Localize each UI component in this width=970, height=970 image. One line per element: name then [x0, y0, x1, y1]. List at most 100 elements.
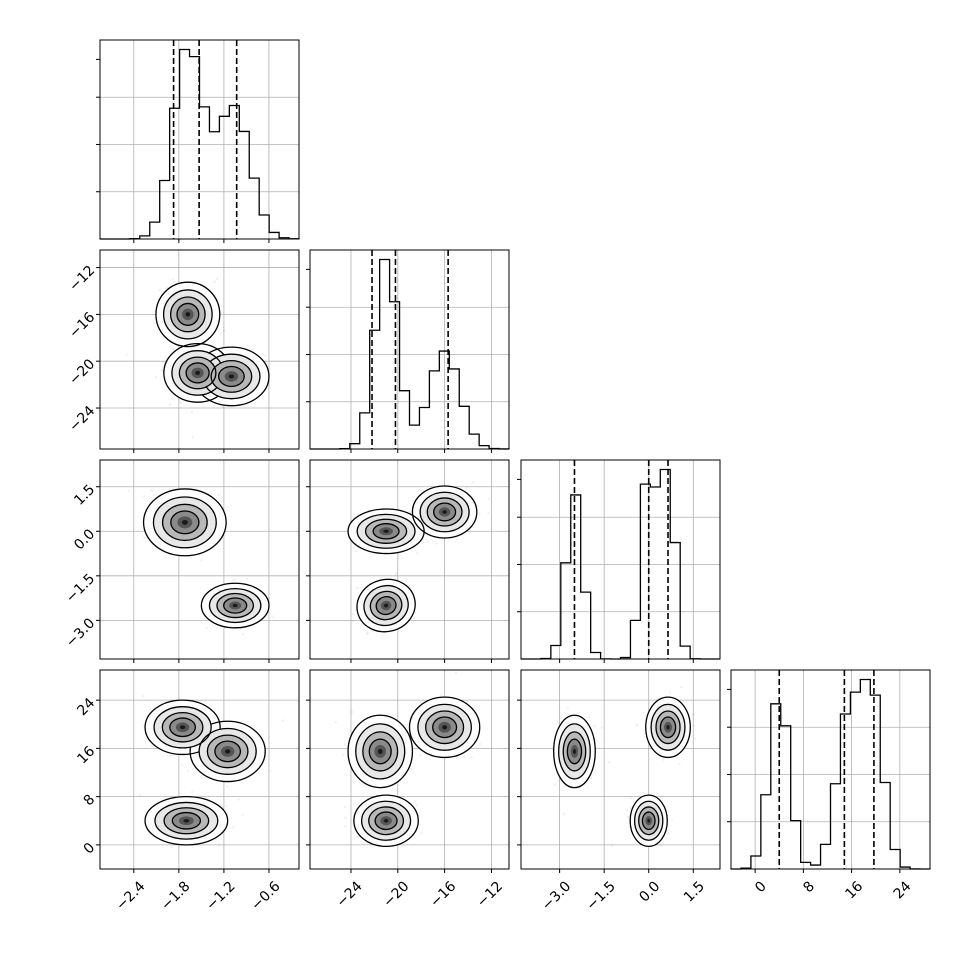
contour-line: [433, 502, 457, 522]
panel-content: [310, 670, 509, 869]
contour-line: [171, 811, 202, 830]
scatter-point: [268, 769, 272, 773]
contour-line: [356, 578, 416, 633]
scatter-point: [138, 794, 142, 797]
x-tick-label: −20: [380, 878, 412, 910]
contour-line: [169, 717, 197, 738]
panel-frame: [309, 249, 510, 450]
panel-frame: [520, 459, 721, 660]
contour-line: [641, 811, 656, 831]
x-tick-label: 1.5: [681, 878, 708, 905]
scatter-point: [607, 761, 611, 764]
histogram-3: [730, 678, 931, 870]
contour-fill: [666, 725, 670, 730]
scatter-point: [635, 723, 639, 727]
scatter-point: [680, 686, 683, 689]
scatter-point: [199, 775, 203, 779]
hist-panel-1: [306, 249, 510, 453]
scatter-point: [213, 280, 216, 284]
contour-fill: [195, 370, 201, 376]
scatter-point: [600, 726, 604, 729]
contour-line: [169, 296, 206, 333]
contour-line: [153, 706, 212, 749]
x-tick-label: 16: [842, 878, 866, 902]
scatter-point: [471, 480, 475, 484]
scatter-point: [245, 577, 249, 581]
scatter-point: [487, 511, 490, 515]
scatter-point: [169, 753, 173, 757]
contour-fill: [179, 725, 186, 730]
y-tick-label: 1.5: [71, 482, 98, 509]
scatter-point: [394, 572, 398, 576]
scatter-point: [263, 354, 267, 357]
scatter-point: [127, 489, 131, 493]
contour-line: [161, 503, 208, 542]
scatter-point: [241, 632, 245, 636]
contour-line: [356, 513, 416, 549]
scatter-point: [267, 735, 271, 739]
hist-grid: [521, 460, 720, 659]
scatter-point: [205, 626, 208, 630]
scatter-point: [351, 619, 355, 623]
scatter-point: [422, 538, 425, 542]
panel-frame: [309, 669, 510, 870]
scatter-point: [170, 845, 174, 849]
contour-line: [558, 723, 591, 780]
scatter-point: [415, 804, 418, 807]
scatter-point: [343, 824, 347, 828]
contour-line: [363, 584, 409, 627]
scatter-point: [625, 808, 628, 812]
panel-content: [100, 670, 299, 869]
hist-grid: [310, 250, 509, 449]
scatter-point: [407, 584, 411, 587]
contour-line: [432, 716, 458, 739]
scatter-point: [670, 818, 674, 822]
scatter-point: [397, 553, 401, 556]
scatter-point: [143, 536, 146, 540]
scatter-point: [553, 783, 556, 786]
scatter-point: [233, 578, 237, 581]
scatter-point: [381, 634, 384, 638]
scatter-point: [477, 511, 481, 515]
hist-panel-3: [727, 669, 931, 873]
scatter-point: [589, 776, 593, 780]
x-tick-label: 8: [800, 878, 818, 896]
x-tick-label: −12: [474, 878, 506, 910]
pair-panel-2-1: [306, 459, 510, 663]
x-tick-label: −1.5: [584, 878, 619, 913]
contour-line: [411, 485, 478, 539]
contour-line: [374, 811, 398, 831]
scatter-point: [180, 763, 184, 767]
x-tick-label: −3.0: [539, 878, 574, 913]
scatter-point: [168, 487, 172, 491]
panel-frame: [99, 459, 300, 660]
scatter-point: [413, 617, 416, 621]
contour-fill: [377, 748, 383, 755]
y-tick-label: 0: [81, 840, 99, 858]
scatter-point: [231, 578, 234, 582]
contour-line: [154, 801, 219, 840]
y-tick-label: 16: [74, 743, 98, 767]
y-tick-label: −16: [66, 309, 98, 341]
scatter-point: [478, 743, 482, 746]
contour-line: [353, 794, 419, 848]
scatter-point: [168, 755, 172, 758]
contour-fill: [383, 818, 389, 823]
contour-fill: [647, 818, 651, 823]
scatter-point: [662, 758, 665, 761]
x-tick-label: −1.2: [203, 878, 238, 913]
scatter-point: [566, 706, 570, 709]
scatter-point: [343, 805, 347, 809]
panel-frame: [730, 669, 931, 870]
scatter-point: [219, 803, 222, 806]
contour-line: [163, 807, 210, 835]
scatter-point: [125, 353, 128, 356]
y-tick-label: −24: [66, 403, 98, 435]
contour-line: [185, 362, 210, 384]
contour-line: [355, 723, 406, 780]
scatter-point: [142, 495, 146, 498]
x-tick-label: −24: [333, 878, 365, 910]
contour-line: [214, 740, 242, 763]
contour-line: [152, 496, 217, 549]
